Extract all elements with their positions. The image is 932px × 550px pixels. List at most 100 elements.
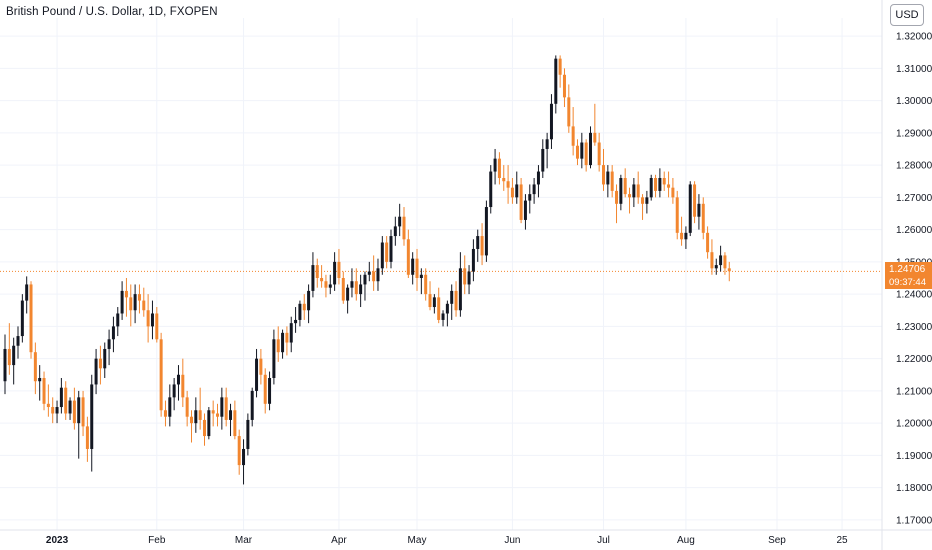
- candle: [142, 287, 146, 317]
- y-tick-label: 1.24000: [896, 290, 932, 301]
- candle-body: [85, 426, 89, 449]
- candle: [129, 284, 133, 327]
- candle-body: [237, 436, 241, 466]
- candle: [350, 268, 354, 298]
- candle-body: [549, 103, 553, 140]
- candle-body: [259, 358, 263, 375]
- candle: [714, 258, 718, 275]
- candle: [237, 429, 241, 475]
- candle: [233, 400, 237, 440]
- x-tick-label: Apr: [331, 535, 347, 546]
- candle: [38, 365, 42, 401]
- candle: [229, 403, 233, 437]
- candle: [42, 371, 46, 411]
- candle: [124, 278, 128, 317]
- candle: [428, 281, 432, 311]
- candle: [263, 368, 267, 414]
- candle: [519, 178, 523, 224]
- x-tick-label: Feb: [148, 535, 166, 546]
- candle: [480, 223, 484, 266]
- candle-body: [654, 178, 658, 191]
- candle: [684, 226, 688, 249]
- candle: [506, 165, 510, 204]
- candle-body: [667, 184, 671, 188]
- candle: [580, 132, 584, 169]
- candle: [94, 348, 98, 395]
- candle: [385, 236, 389, 269]
- candle: [155, 307, 159, 343]
- y-tick-label: 1.27000: [896, 193, 932, 204]
- candle-body: [649, 178, 653, 198]
- candle: [484, 200, 488, 262]
- candle-body: [493, 158, 497, 172]
- candle: [346, 284, 350, 314]
- candle-body: [203, 419, 207, 437]
- candle: [532, 178, 536, 204]
- x-tick-label: 2023: [46, 535, 69, 546]
- candle: [680, 216, 684, 246]
- candle-body: [7, 348, 11, 366]
- candle-body: [64, 387, 68, 414]
- candle-body: [697, 203, 701, 217]
- candle-body: [441, 313, 445, 320]
- candle: [298, 300, 302, 327]
- candle: [476, 229, 480, 262]
- candle-body: [20, 300, 24, 337]
- candle: [320, 265, 324, 288]
- candle: [333, 252, 337, 291]
- x-tick-label: Jun: [504, 535, 520, 546]
- candle: [389, 229, 393, 269]
- candle: [311, 252, 315, 298]
- candle: [701, 197, 705, 240]
- candle-body: [515, 184, 519, 198]
- candle-body: [155, 313, 159, 340]
- candle: [493, 148, 497, 185]
- candle-body: [502, 178, 506, 182]
- candle-body: [571, 126, 575, 146]
- candle: [324, 274, 328, 298]
- candle-body: [72, 400, 76, 424]
- candle-body: [445, 303, 449, 314]
- candle-body: [588, 132, 592, 166]
- candle-body: [376, 268, 380, 282]
- candle-body: [16, 336, 20, 346]
- candle-body: [411, 258, 415, 275]
- candle: [424, 268, 428, 301]
- candle-body: [510, 187, 514, 198]
- candle: [398, 203, 402, 237]
- candle-body: [623, 178, 627, 195]
- candle: [189, 410, 193, 443]
- candle-body: [458, 268, 462, 311]
- candle: [510, 178, 514, 204]
- candle-body: [133, 294, 137, 311]
- x-tick-label: 25: [836, 535, 848, 546]
- candle: [367, 261, 371, 282]
- candle: [150, 300, 154, 340]
- candle: [615, 184, 619, 224]
- candle-body: [615, 190, 619, 204]
- candle-body: [367, 271, 371, 275]
- candle: [675, 190, 679, 240]
- candle: [567, 84, 571, 133]
- currency-button[interactable]: USD: [890, 4, 924, 26]
- candle-body: [567, 97, 571, 127]
- candle-body: [146, 310, 150, 327]
- candle-body: [150, 313, 154, 327]
- candle: [272, 329, 276, 385]
- candle-body: [285, 332, 289, 343]
- candle-body: [68, 400, 72, 414]
- candle-body: [359, 284, 363, 295]
- candle: [168, 384, 172, 427]
- candle-body: [476, 236, 480, 249]
- candle-body: [324, 281, 328, 288]
- candle: [515, 171, 519, 204]
- candle: [667, 171, 671, 198]
- candle: [59, 378, 63, 414]
- candle-body: [636, 184, 640, 198]
- candle: [203, 413, 207, 446]
- candle: [207, 407, 211, 440]
- candle-body: [3, 348, 7, 382]
- candle-body: [680, 232, 684, 240]
